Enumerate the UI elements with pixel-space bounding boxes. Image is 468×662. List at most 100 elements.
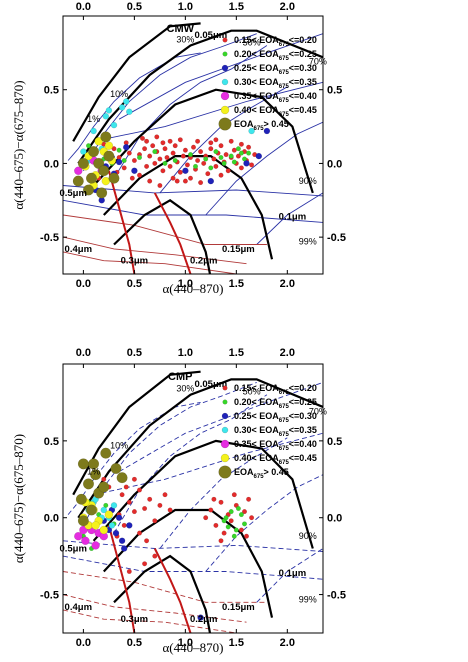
data-point	[115, 514, 123, 521]
radius-label: 0.1μm	[279, 211, 306, 222]
data-point	[147, 178, 153, 184]
data-point	[162, 146, 168, 152]
data-point	[198, 149, 204, 155]
data-point	[172, 143, 178, 149]
data-point	[123, 484, 129, 490]
data-point	[77, 157, 89, 169]
x-tick-label-top: 0.5	[127, 1, 142, 13]
x-tick-label-top: 1.0	[178, 1, 193, 13]
legend-label: 0.40< EOA675<=0.45	[234, 105, 317, 118]
data-point	[238, 165, 244, 171]
data-point	[90, 127, 97, 135]
legend-label-pre: 0.15< EOA	[234, 383, 279, 393]
legend-label-pre: 0.15< EOA	[234, 35, 279, 45]
data-point	[131, 476, 137, 482]
legend-swatch	[220, 453, 230, 463]
red-radius-line	[153, 192, 192, 274]
data-point	[100, 447, 112, 459]
legend-label-sub: 675	[254, 126, 265, 132]
data-point	[91, 521, 100, 530]
data-point	[248, 127, 255, 135]
fine-mode-fraction-line	[205, 121, 323, 216]
x-tick-label-top: 2.0	[280, 347, 295, 359]
data-point	[187, 175, 193, 181]
legend-swatch	[220, 105, 230, 115]
data-point	[82, 184, 94, 196]
data-point	[118, 537, 126, 544]
data-point	[218, 538, 224, 544]
fine-mode-label: 10%	[110, 441, 128, 451]
red-radius-line	[153, 548, 192, 633]
data-point	[152, 149, 158, 155]
fine-mode-fraction-line	[256, 548, 323, 603]
legend-label: 0.35< EOA675<=0.40	[234, 91, 317, 104]
y-tick-label-right: 0.5	[327, 436, 342, 448]
data-point	[192, 163, 198, 169]
legend-label: 0.15< EOA675<=0.20	[234, 35, 317, 48]
y-tick-label: -0.5	[40, 232, 59, 244]
fine-mode-label: 1%	[87, 467, 100, 477]
data-point	[129, 175, 135, 181]
radius-label: 0.15μm	[222, 244, 255, 255]
legend-label: 0.20< EOA675<=0.25	[234, 397, 317, 410]
data-point	[112, 529, 120, 537]
data-point	[170, 150, 176, 156]
data-point	[116, 147, 122, 153]
radius-label: 0.15μm	[222, 602, 255, 613]
data-point	[238, 527, 244, 533]
legend-label-pre: EOA	[234, 119, 254, 129]
legend-swatch	[222, 399, 228, 405]
fine-mode-label: 99%	[299, 237, 317, 247]
data-point	[139, 135, 145, 141]
data-point	[182, 178, 188, 184]
data-point	[96, 187, 108, 199]
data-point	[246, 150, 252, 156]
data-point	[228, 518, 234, 524]
legend-label-pre: 0.35< EOA	[234, 91, 279, 101]
data-point	[122, 143, 130, 151]
data-point	[228, 153, 234, 159]
plot-frame	[62, 363, 324, 634]
chart-panel-cmp: 0.0 0.0 0.5 0.5 1.0 1.0 1.5 1.5 2.0 2.0 0.5 0.5 0.0 0…	[11, 347, 346, 655]
legend-label-sub: 675	[279, 404, 290, 410]
data-point	[208, 165, 214, 171]
legend-label-post: <=0.40	[289, 91, 317, 101]
data-point	[74, 532, 83, 541]
plot-frame	[62, 15, 324, 275]
data-point	[144, 138, 150, 144]
radius-curve	[77, 378, 323, 519]
data-point	[167, 507, 173, 513]
blue-gridline	[63, 555, 323, 580]
y-tick-label-right: 0.0	[327, 513, 342, 525]
data-point	[218, 154, 224, 160]
radius-curve	[103, 155, 274, 260]
data-point	[211, 156, 217, 162]
legend-swatch	[221, 78, 229, 86]
red-fan-line	[63, 609, 237, 633]
chart-title: CMW	[167, 23, 195, 35]
data-point	[228, 138, 234, 144]
data-point	[164, 154, 170, 160]
radius-curve	[92, 88, 314, 194]
legend-swatch	[220, 439, 230, 449]
data-point	[225, 524, 231, 530]
data-point	[152, 553, 158, 559]
blue-gridline	[93, 81, 323, 142]
data-point	[197, 614, 204, 621]
fine-mode-fraction-line	[113, 394, 268, 534]
x-tick-label-top: 0.5	[127, 347, 142, 359]
data-point	[126, 108, 133, 116]
data-point	[136, 487, 142, 493]
data-point	[147, 496, 153, 502]
radius-label: 0.05μm	[194, 379, 227, 390]
data-point	[162, 492, 168, 498]
data-point	[115, 158, 123, 166]
legend-swatch	[221, 64, 229, 72]
data-point	[110, 502, 118, 509]
data-point	[238, 150, 244, 156]
x-tick-label: 2.0	[280, 637, 295, 649]
data-point	[126, 522, 133, 529]
data-point	[231, 159, 237, 165]
data-point	[195, 138, 201, 144]
data-point	[88, 146, 100, 158]
